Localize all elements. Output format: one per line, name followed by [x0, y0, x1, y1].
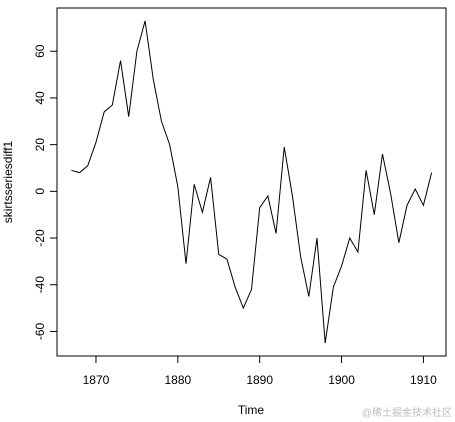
y-tick-label: 60 — [33, 44, 47, 58]
y-tick-label: 40 — [33, 91, 47, 105]
line-series — [71, 20, 433, 344]
y-tick-label: -20 — [33, 229, 47, 247]
y-axis-label: skirtsseriesdiff1 — [1, 140, 15, 223]
x-tick-label: 1910 — [410, 373, 437, 387]
x-tick-label: 1900 — [328, 373, 355, 387]
y-tick-label: -60 — [33, 322, 47, 340]
x-tick-label: 1870 — [83, 373, 110, 387]
x-tick-label: 1880 — [164, 373, 191, 387]
x-axis-label: Time — [238, 403, 265, 417]
y-tick-label: -40 — [33, 276, 47, 294]
x-tick-label: 1890 — [246, 373, 273, 387]
y-tick-label: 20 — [33, 138, 47, 152]
watermark: @稀土掘金技术社区 — [362, 406, 452, 419]
y-tick-label: 0 — [33, 188, 47, 195]
